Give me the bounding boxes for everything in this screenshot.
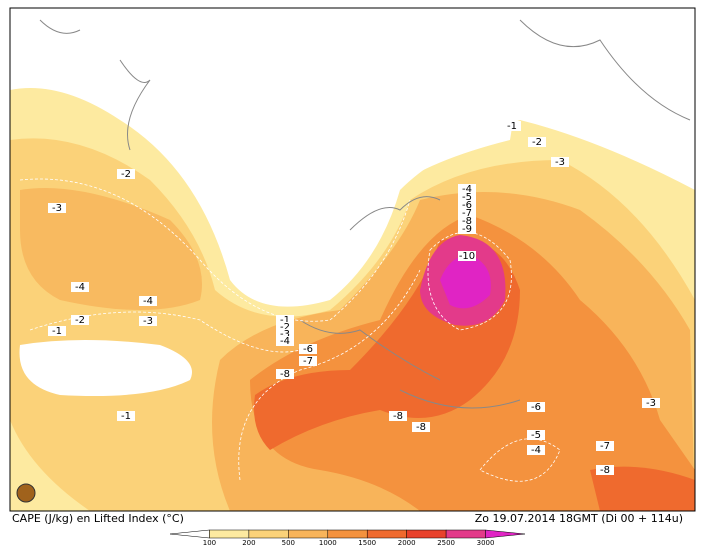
label-box [527, 402, 545, 412]
label-box [458, 216, 476, 226]
label-box [276, 329, 294, 339]
colorbar-segment [406, 529, 447, 539]
contour-label: -8 [462, 216, 472, 227]
label-box [412, 422, 430, 432]
colorbar-segment [366, 529, 407, 539]
contour-label: -5 [462, 192, 472, 203]
colorbar-label: 2000 [398, 539, 416, 546]
logo [16, 483, 36, 503]
contour-label: -1 [280, 315, 290, 326]
contour-label: -3 [280, 329, 290, 340]
label-box [458, 251, 476, 261]
label-box [139, 316, 157, 326]
colorbar-segment [445, 529, 486, 539]
contour-label: -1 [52, 326, 62, 337]
colorbar-label: 3000 [477, 539, 495, 546]
label-box [117, 169, 135, 179]
contour-label: -7 [462, 208, 472, 219]
contour-label: -4 [143, 296, 153, 307]
contour-label: -2 [280, 322, 290, 333]
contour-label: -1 [507, 121, 517, 132]
contour-label: -4 [75, 282, 85, 293]
label-box [276, 322, 294, 332]
contour-label: -2 [75, 315, 85, 326]
label-box [458, 184, 476, 194]
contour-label: -6 [462, 200, 472, 211]
label-box [299, 344, 317, 354]
contour-label: -4 [531, 445, 541, 456]
label-box [458, 224, 476, 234]
contour-label: -2 [532, 137, 542, 148]
colorbar-segment [209, 529, 250, 539]
contour-label: -6 [303, 344, 313, 355]
contour-label: -9 [462, 224, 472, 235]
label-box [551, 157, 569, 167]
label-box [642, 398, 660, 408]
contour-label: -4 [280, 336, 290, 347]
caption: CAPE (J/kg) en Lifted Index (°C) [12, 512, 184, 525]
map-frame [9, 7, 696, 512]
contour-label: -10 [459, 251, 475, 262]
label-box [527, 445, 545, 455]
contour-label: -8 [280, 369, 290, 380]
colorbar-segment [327, 529, 368, 539]
contour-label: -3 [143, 316, 153, 327]
label-box [503, 121, 521, 131]
label-box [139, 296, 157, 306]
label-box [71, 282, 89, 292]
contour-label: -6 [531, 402, 541, 413]
colorbar-label: 100 [203, 539, 216, 546]
label-box [276, 336, 294, 346]
colorbar: 100 200 500 1000 1500 2000 2500 3000 [169, 529, 526, 546]
contour-label: -4 [462, 184, 472, 195]
colorbar-label: 500 [282, 539, 295, 546]
colorbar-label: 200 [242, 539, 255, 546]
label-box [458, 208, 476, 218]
label-box [458, 192, 476, 202]
timestamp: Zo 19.07.2014 18GMT (Di 00 + 114u) [475, 512, 683, 525]
colorbar-end [169, 529, 210, 539]
contour-label: -3 [646, 398, 656, 409]
cape-field [10, 8, 695, 511]
contour-label: -5 [531, 430, 541, 441]
label-box [527, 430, 545, 440]
label-box [458, 200, 476, 210]
label-box [596, 441, 614, 451]
contour-labels: -1-2-3-2-3-4-5-6-7-8-9-10-4-4-2 -3-1-1-2-… [48, 121, 660, 476]
colorbar-label: 1500 [358, 539, 376, 546]
label-box [528, 137, 546, 147]
label-box [299, 356, 317, 366]
label-box [48, 326, 66, 336]
label-box [48, 203, 66, 213]
contour-label: -8 [393, 411, 403, 422]
contour-label: -3 [555, 157, 565, 168]
colorbar-label: 2500 [437, 539, 455, 546]
contour-label: -8 [600, 465, 610, 476]
contour-label: -3 [52, 203, 62, 214]
label-box [276, 369, 294, 379]
label-box [71, 315, 89, 325]
label-box [596, 465, 614, 475]
contour-label: -2 [121, 169, 131, 180]
label-box [389, 411, 407, 421]
colorbar-segment [248, 529, 289, 539]
contour-label: -7 [600, 441, 610, 452]
contour-label: -8 [416, 422, 426, 433]
contour-label: -7 [303, 356, 313, 367]
label-box [117, 411, 135, 421]
colorbar-segment [288, 529, 329, 539]
label-box [276, 315, 294, 325]
colorbar-label: 1000 [319, 539, 337, 546]
contour-label: -1 [121, 411, 131, 422]
colorbar-end [485, 529, 526, 539]
